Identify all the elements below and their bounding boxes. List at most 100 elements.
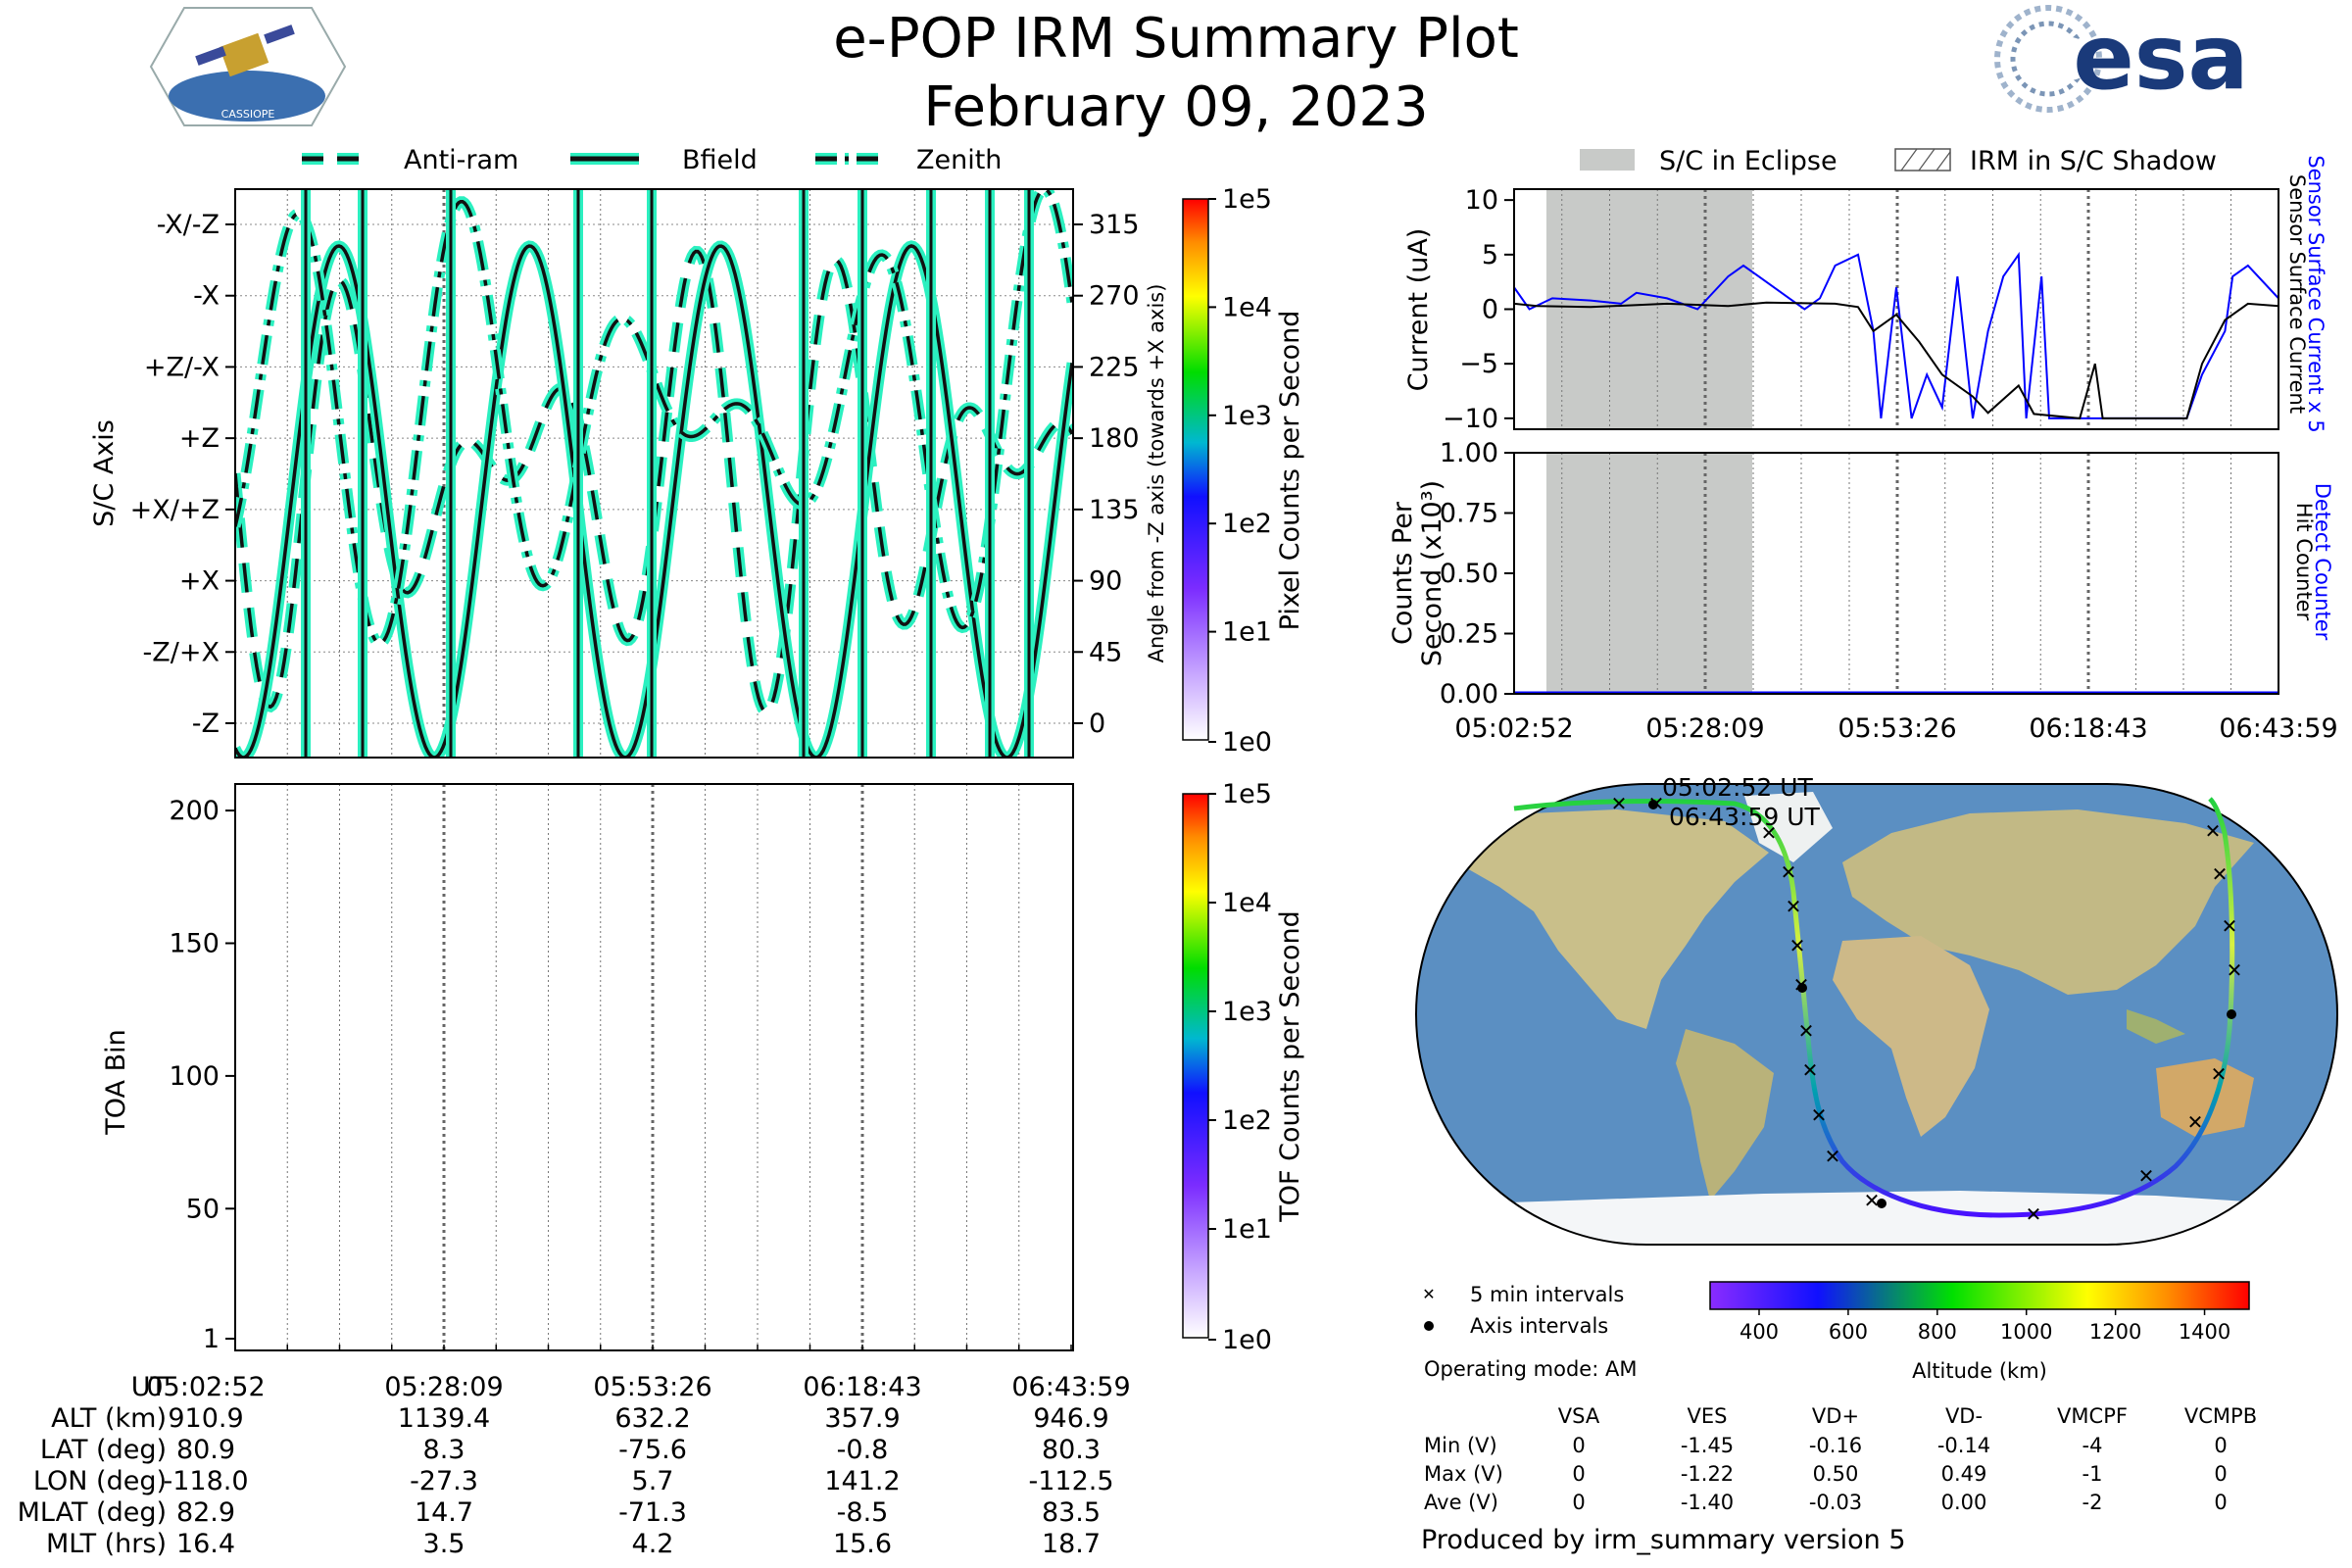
pixel-colorbar-label: Pixel Counts per Second [1275,311,1305,631]
vtab-cell-0-3: -0.14 [1937,1434,1990,1457]
ground-track-map: ✕✕✕✕✕✕✕✕✕✕✕✕✕✕✕✕✕✕✕✕ 05:02:52 UT 06:43:5… [1415,773,2338,1246]
attitude-legend: Anti-ram Bfield Zenith [302,145,1002,175]
attitude-axis-ticks: -X/-Z -X +Z/-X +Z +X/+Z +X -Z/+X -Z 315 270 225 180… [130,210,1140,739]
toa-label-1: 150 [169,928,220,958]
track-start-label: 05:02:52 UT [1662,773,1814,802]
right-time-label-0: 05:02:52 [1454,713,1573,744]
vtab-cell-0-2: -0.16 [1809,1434,1862,1457]
vtab-cell-1-0: 0 [1572,1462,1585,1486]
track-mark-12: ✕ [2026,1202,2042,1226]
eph-cell-3-1: 357.9 [824,1403,900,1434]
vtab-cell-2-2: -0.03 [1809,1491,1862,1514]
vtab-cell-1-1: -1.22 [1681,1462,1734,1486]
legend-zenith: Zenith [916,145,1002,175]
track-mark-0: ✕ [1611,792,1628,815]
eclipse-shade-current [1546,189,1752,429]
legend-5min: 5 min intervals [1470,1283,1624,1306]
eph-cell-3-0: 06:18:43 [803,1372,921,1402]
eph-cell-4-3: -112.5 [1028,1466,1113,1496]
page-title: e-POP IRM Summary Plot [833,7,1519,71]
cnt-label-4: 0.00 [1440,679,1498,710]
ephemeris-table: UT ALT (km) LAT (deg) LON (deg) MLAT (de… [18,1372,1131,1559]
vtab-row-label-1: Max (V) [1424,1462,1503,1486]
cnt-label-2: 0.50 [1440,559,1498,589]
eph-cell-3-5: 15.6 [833,1529,892,1559]
att-left-label-2: +Z/-X [144,352,220,382]
cassiope-logo-text: CASSIOPE [221,108,275,121]
cbar-label-5: 1e0 [1222,1325,1272,1355]
track-mark-18: ✕ [2212,862,2229,886]
att-left-label-1: -X [193,281,220,312]
counts-axis-ticks: 1.00 0.75 0.50 0.25 0.00 [1440,438,1514,710]
vtab-cell-0-5: 0 [2214,1434,2227,1457]
eph-cell-2-2: -75.6 [618,1435,687,1465]
eph-cell-2-4: -71.3 [618,1497,687,1528]
eclipse-shade-counts [1546,453,1752,694]
vtab-cell-1-4: -1 [2082,1462,2103,1486]
right-time-label-3: 06:18:43 [2029,713,2147,744]
cbar-label-3: 1e2 [1222,1105,1272,1136]
track-mark-8: ✕ [1802,1058,1819,1082]
track-mark-2: ✕ [1761,821,1778,845]
eph-cell-0-2: 80.9 [176,1435,235,1465]
vtab-row-label-0: Min (V) [1424,1434,1497,1457]
current-right-label-black: Sensor Surface Current [2285,174,2309,414]
track-mark-13: ✕ [2138,1164,2155,1188]
eph-cell-1-1: 1139.4 [398,1403,490,1434]
eph-cell-2-3: 5.7 [632,1466,674,1496]
current-ylabel: Current (uA) [1403,228,1434,392]
eph-cell-1-5: 3.5 [423,1529,466,1559]
track-mark-19: ✕ [2205,819,2222,843]
toa-axis-ticks: 200 150 100 50 1 [169,796,1072,1354]
alt-label-0: 400 [1740,1320,1779,1344]
att-left-label-3: +Z [179,423,220,454]
eph-label-ut: UT [131,1372,168,1402]
toa-label-4: 1 [203,1324,220,1354]
track-mark-3: ✕ [1781,860,1797,884]
cbar-label-1: 1e4 [1222,888,1272,918]
eph-label-lat: LAT (deg) [40,1435,167,1465]
cbar-label-3: 1e2 [1222,509,1272,539]
cur-label-2: 0 [1482,295,1498,325]
legend-bfield: Bfield [682,145,758,175]
counts-right-label-black: Hit Counter [2292,503,2316,621]
alt-label-3: 1000 [2000,1320,2052,1344]
tof-counts-colorbar: 1e5 1e4 1e3 1e2 1e1 1e0 TOF Counts per Second [1182,779,1305,1355]
tof-colorbar-label: TOF Counts per Second [1275,910,1305,1223]
eph-cell-4-5: 18.7 [1042,1529,1101,1559]
operating-mode: Operating mode: AM [1424,1357,1637,1381]
map-legend: ✕ 5 min intervals Axis intervals Operati… [1422,1283,1637,1381]
vtab-cell-1-5: 0 [2214,1462,2227,1486]
vtab-header-3: VD- [1945,1404,1983,1428]
vtab-cell-2-3: 0.00 [1941,1491,1987,1514]
track-mark-16: ✕ [2227,958,2243,982]
counts-right-label-blue: Detect Counter [2311,483,2334,641]
eph-cell-0-1: 910.9 [168,1403,243,1434]
vtab-cell-0-1: -1.45 [1681,1434,1734,1457]
footer-text: Produced by irm_summary version 5 [1421,1525,1906,1555]
eph-cell-2-0: 05:53:26 [593,1372,711,1402]
vtab-cell-2-0: 0 [1572,1491,1585,1514]
eph-label-lon: LON (deg) [33,1466,167,1496]
current-right-label-blue: Sensor Surface Current x 5 [2304,155,2328,432]
orbit-track [1513,797,2235,1218]
eph-cell-4-4: 83.5 [1042,1497,1101,1528]
cbar-label-4: 1e1 [1222,1214,1272,1245]
eph-cell-0-0: 05:02:52 [146,1372,265,1402]
eph-cell-3-4: -8.5 [837,1497,889,1528]
eph-cell-1-0: 05:28:09 [384,1372,503,1402]
eph-cell-0-5: 16.4 [176,1529,235,1559]
toa-grid [286,784,1020,1350]
cnt-label-0: 1.00 [1440,438,1498,468]
eph-cell-2-1: 632.2 [614,1403,690,1434]
attitude-ylabel: S/C Axis [89,419,120,527]
track-mark-4: ✕ [1786,895,1802,918]
eph-label-mlt: MLT (hrs) [46,1529,167,1559]
track-mark-9: ✕ [1811,1103,1828,1127]
right-time-label-2: 05:53:26 [1838,713,1956,744]
vtab-header-0: VSA [1558,1404,1600,1428]
cur-label-4: −10 [1443,404,1498,434]
attitude-frame [234,188,1074,759]
att-right-label-0: 315 [1089,210,1140,240]
